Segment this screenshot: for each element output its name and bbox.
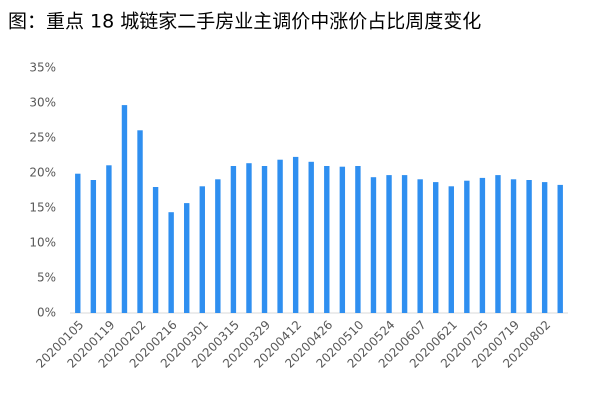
y-tick-label: 35% (29, 61, 56, 75)
bar (230, 166, 237, 313)
bar (308, 161, 314, 313)
bar (199, 186, 205, 313)
bar (479, 177, 486, 313)
bar (386, 175, 392, 313)
bar (106, 165, 112, 313)
bar (448, 186, 454, 313)
y-tick-label: 10% (29, 236, 56, 250)
bar (75, 173, 81, 313)
bar (541, 182, 548, 313)
bar (121, 105, 128, 313)
bar (339, 166, 346, 313)
chart-title: 图：重点 18 城链家二手房业主调价中涨价占比周度变化 (8, 11, 481, 33)
bar (246, 163, 252, 313)
bar (495, 175, 501, 313)
bar (137, 130, 143, 313)
bar (401, 175, 408, 313)
bar (355, 166, 361, 313)
bar (277, 159, 283, 313)
y-tick-label: 20% (29, 166, 56, 180)
bar (417, 179, 423, 313)
bar (557, 184, 563, 313)
bar (526, 180, 532, 313)
bar (324, 166, 330, 313)
y-tick-label: 0% (37, 306, 56, 320)
bar (184, 203, 190, 313)
bar (261, 166, 268, 313)
bar (215, 179, 221, 313)
bar (510, 179, 517, 313)
y-tick-label: 5% (37, 271, 56, 285)
bar (168, 212, 174, 313)
bar (90, 180, 97, 313)
bar (464, 180, 470, 313)
y-tick-label: 30% (29, 96, 56, 110)
y-tick-label: 15% (29, 201, 56, 215)
y-tick-label: 25% (29, 131, 56, 145)
bar (292, 156, 299, 313)
bar (152, 187, 159, 313)
bar (433, 182, 439, 313)
bar (370, 177, 377, 313)
